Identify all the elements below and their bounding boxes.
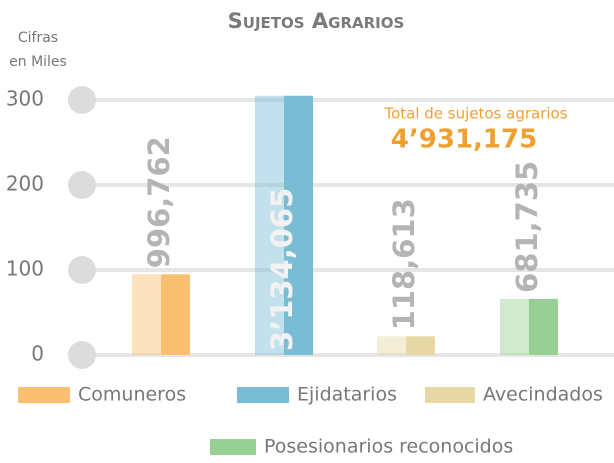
grid-dot — [68, 256, 96, 284]
annotation-value: 4’931,175 — [391, 125, 537, 155]
legend-label: Ejidatarios — [297, 384, 397, 406]
bar-light — [132, 274, 161, 355]
legend-swatch — [210, 439, 256, 455]
grid-dot — [68, 171, 96, 199]
value-label: 996,762 — [142, 136, 176, 268]
chart-title: Sujetos Agrarios — [228, 9, 405, 33]
legend-label: Posesionarios reconocidos — [264, 436, 513, 458]
y-tick-label: 300 — [6, 87, 44, 111]
bar — [284, 95, 313, 355]
y-tick-label: 0 — [31, 342, 44, 366]
y-axis-label: en Miles — [9, 54, 67, 70]
value-label: 681,735 — [510, 161, 544, 293]
y-axis-label: Cifras — [18, 30, 58, 46]
annotation-label: Total de sujetos agrarios — [383, 105, 567, 123]
legend-swatch — [18, 387, 70, 403]
bar-light — [377, 336, 406, 355]
bar-light — [255, 95, 284, 355]
value-label: 118,613 — [387, 198, 421, 330]
bar — [161, 274, 190, 355]
legend-swatch — [237, 387, 289, 403]
legend-label: Avecindados — [483, 384, 603, 406]
value-label: 3’134,065 — [265, 188, 299, 351]
grid-dot — [68, 86, 96, 114]
bar — [529, 298, 558, 355]
y-tick-label: 200 — [6, 172, 44, 196]
bar — [406, 336, 435, 355]
y-tick-label: 100 — [6, 257, 44, 281]
bar-light — [500, 298, 529, 355]
grid-dot — [68, 341, 96, 369]
legend-label: Comuneros — [78, 384, 186, 406]
legend-swatch — [425, 387, 475, 403]
